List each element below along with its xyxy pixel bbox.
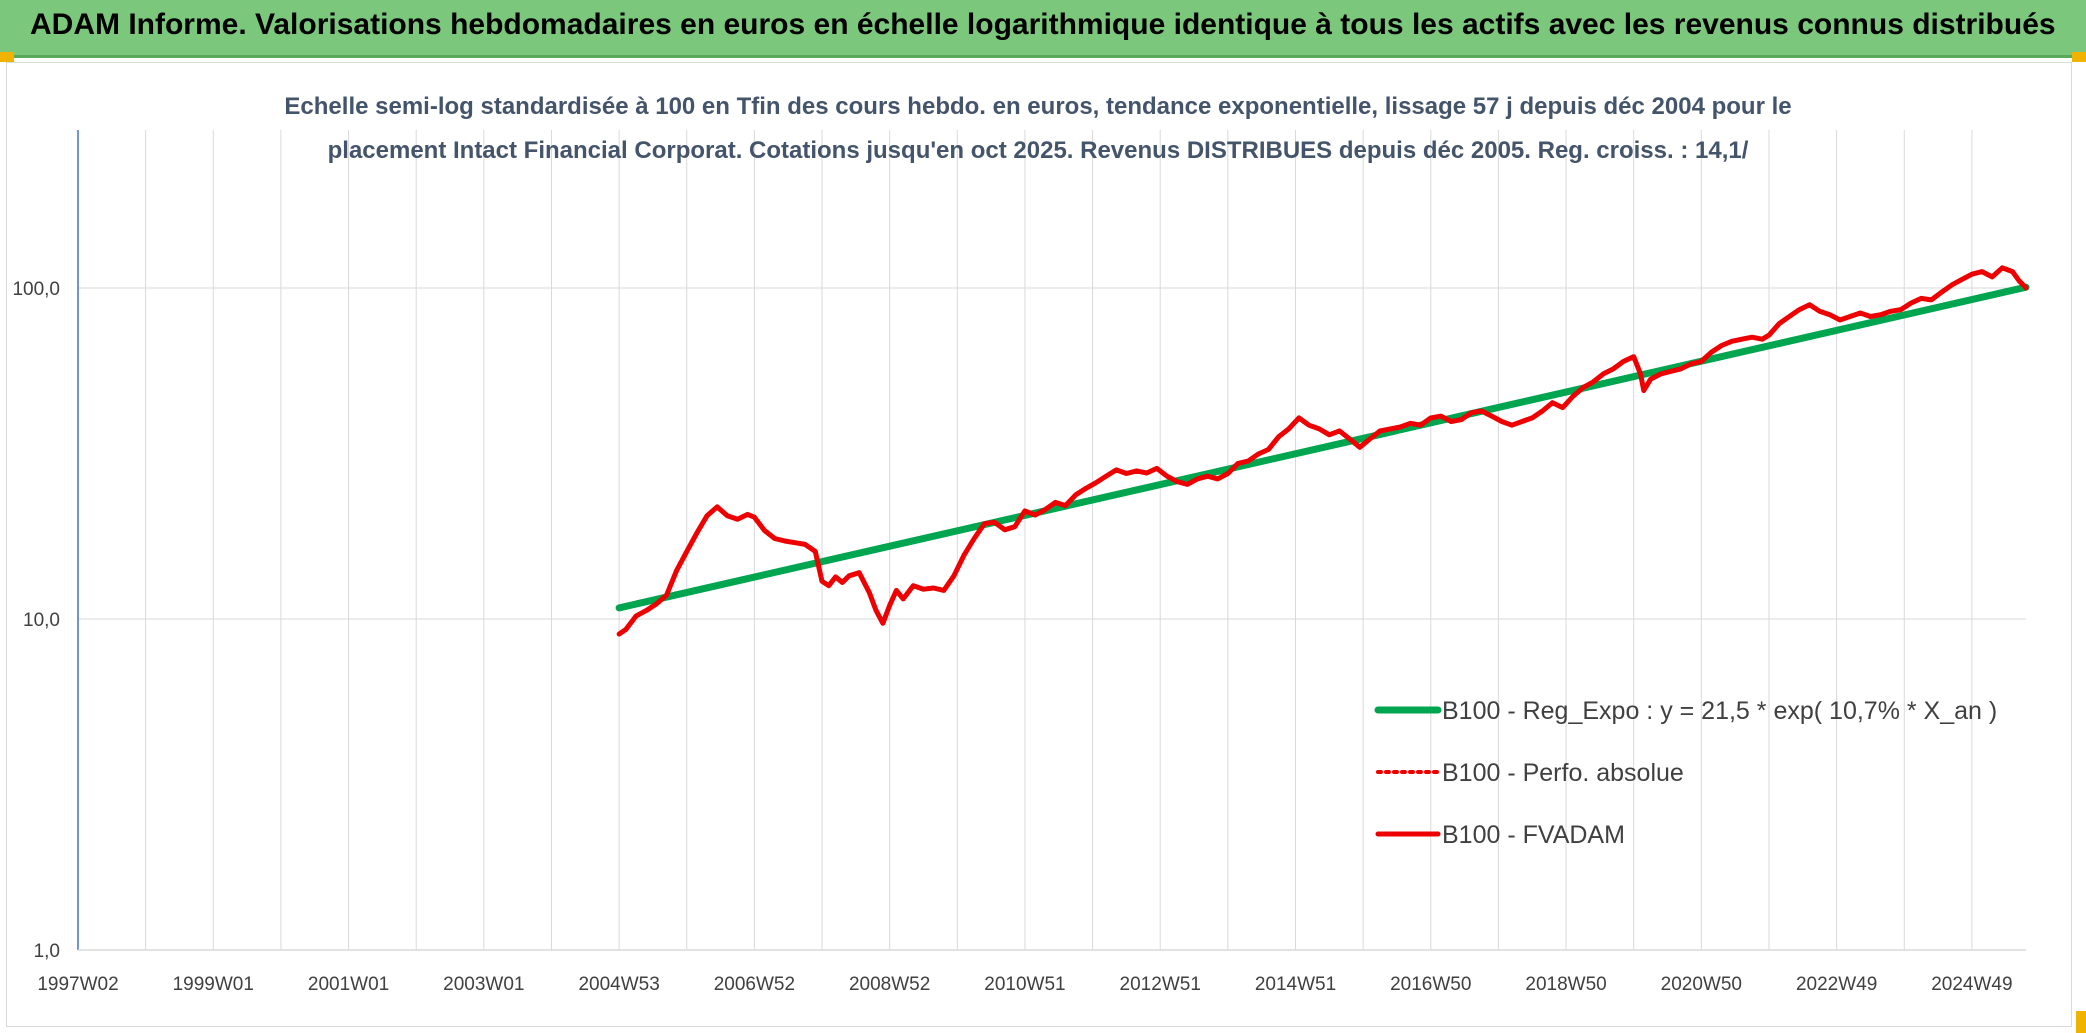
report-banner: ADAM Informe. Valorisations hebdomadaire… <box>0 0 2086 58</box>
series-line-3 <box>616 265 2029 637</box>
corner-accent-top-right <box>2072 52 2086 62</box>
x-tick-label: 2022W49 <box>1796 974 1877 995</box>
y-tick-label: 100,0 <box>12 279 60 300</box>
x-tick-label: 1997W02 <box>37 974 118 995</box>
x-tick-label: 1999W01 <box>173 974 254 995</box>
corner-accent-bottom-right <box>2076 1011 2086 1033</box>
chart-frame <box>6 62 2072 1027</box>
grid-layer <box>78 130 2026 951</box>
series-line-1 <box>615 283 2030 612</box>
legend-label-2: B100 - Perfo. absolue <box>1442 759 1684 787</box>
x-tick-label: 2006W52 <box>714 974 795 995</box>
series-layer <box>615 265 2030 637</box>
x-tick-label: 2014W51 <box>1255 974 1336 995</box>
chart-legend: B100 - Reg_Expo : y = 21,5 * exp( 10,7% … <box>1374 697 1997 849</box>
x-tick-label: 2018W50 <box>1525 974 1606 995</box>
report-title: ADAM Informe. Valorisations hebdomadaire… <box>30 8 2056 41</box>
chart-title-line-2: placement Intact Financial Corporat. Cot… <box>328 137 1749 164</box>
x-tick-label: 2001W01 <box>308 974 389 995</box>
legend-label-3: B100 - FVADAM <box>1442 821 1625 849</box>
axis-layer <box>77 130 2026 951</box>
x-tick-label: 2004W53 <box>578 974 659 995</box>
x-tick-label: 2012W51 <box>1120 974 1201 995</box>
x-tick-label: 2020W50 <box>1661 974 1742 995</box>
y-tick-label: 1,0 <box>34 941 60 962</box>
x-tick-label: 2003W01 <box>443 974 524 995</box>
y-tick-label: 10,0 <box>23 610 60 631</box>
x-tick-label: 2008W52 <box>849 974 930 995</box>
label-layer: 1,0 10,0 100,0 1997W02 1999W01 2001W01 2003W01… <box>12 279 2012 995</box>
x-tick-label: 2024W49 <box>1931 974 2012 995</box>
x-tick-label: 2016W50 <box>1390 974 1471 995</box>
corner-accent-top-left <box>0 52 14 62</box>
chart-title-line-1: Echelle semi-log standardisée à 100 en T… <box>284 93 1791 120</box>
x-tick-label: 2010W51 <box>984 974 1065 995</box>
legend-label-1: B100 - Reg_Expo : y = 21,5 * exp( 10,7% … <box>1442 697 1997 725</box>
